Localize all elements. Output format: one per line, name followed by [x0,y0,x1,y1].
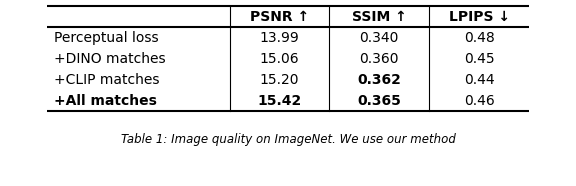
Text: Table 1: Image quality on ImageNet. We use our method: Table 1: Image quality on ImageNet. We u… [120,133,456,146]
